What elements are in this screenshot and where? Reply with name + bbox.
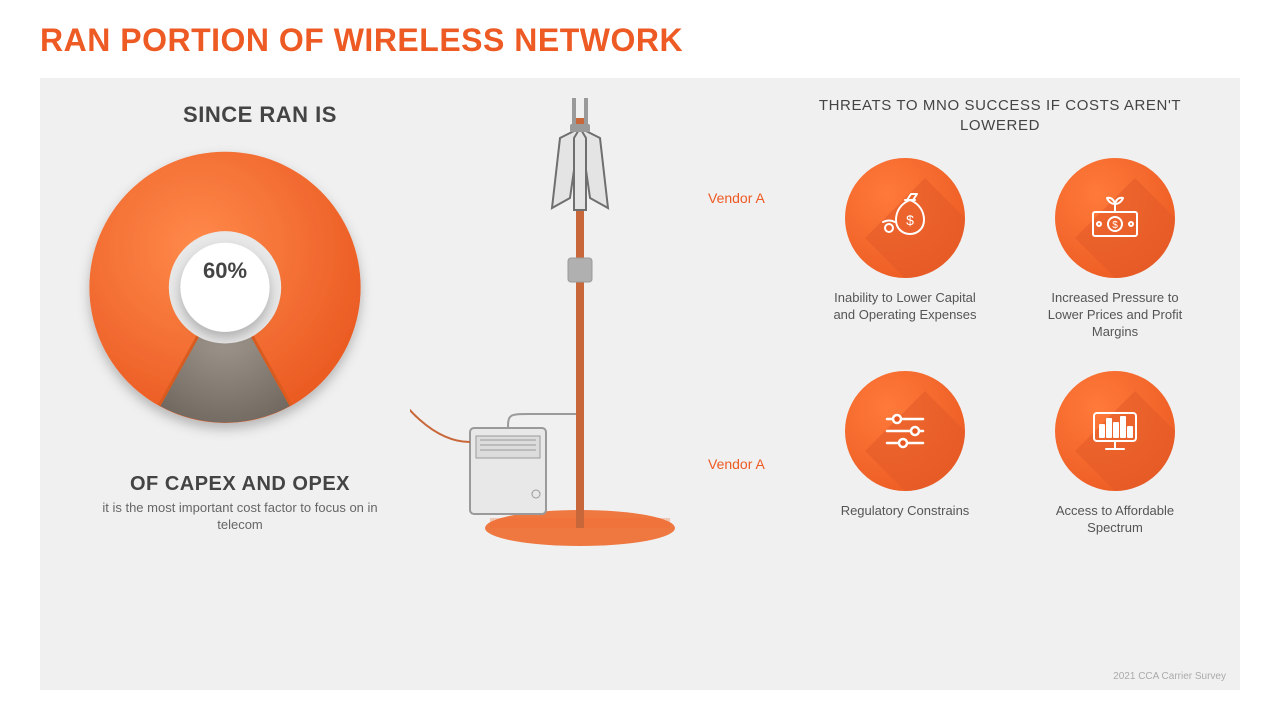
- threat-regulatory-circle: [845, 371, 965, 491]
- donut-chart: [70, 142, 380, 452]
- donut-caption-bold: OF CAPEX AND OPEX: [80, 473, 400, 496]
- threat-spectrum-label: Access to Affordable Spectrum: [1035, 503, 1195, 537]
- threat-price-pressure-label: Increased Pressure to Lower Prices and P…: [1035, 290, 1195, 341]
- threat-capex-opex-circle: $: [845, 158, 965, 278]
- threats-heading: THREATS TO MNO SUCCESS IF COSTS AREN'T L…: [790, 96, 1210, 137]
- svg-text:$: $: [906, 212, 914, 228]
- monitor-bars-icon: [1086, 403, 1144, 459]
- threat-spectrum-circle: [1055, 371, 1175, 491]
- cash-plant-icon: $: [1085, 190, 1145, 246]
- page-title: RAN PORTION OF WIRELESS NETWORK: [40, 22, 683, 59]
- threat-price-pressure: $ Increased Pressure to Lower Prices and…: [1020, 158, 1210, 341]
- threats-grid: $ Inability to Lower Capital and Operati…: [810, 158, 1210, 553]
- content-panel: SINCE RAN IS: [40, 78, 1240, 690]
- donut-heading: SINCE RAN IS: [130, 102, 390, 128]
- vendor-a-bottom-label: Vendor A: [708, 456, 765, 472]
- threat-regulatory: Regulatory Constrains: [810, 371, 1000, 554]
- svg-text:$: $: [1112, 220, 1118, 231]
- vendor-a-top-label: Vendor A: [708, 190, 765, 206]
- donut-caption-sub: it is the most important cost factor to …: [100, 500, 380, 534]
- sliders-icon: [877, 403, 933, 459]
- threat-capex-opex-label: Inability to Lower Capital and Operating…: [825, 290, 985, 324]
- tower-diagram: [410, 98, 690, 568]
- source-footnote: 2021 CCA Carrier Survey: [1113, 671, 1226, 682]
- threat-regulatory-label: Regulatory Constrains: [825, 503, 985, 520]
- threat-spectrum: Access to Affordable Spectrum: [1020, 371, 1210, 554]
- baseband-cabinet-icon: [410, 398, 576, 514]
- money-bag-icon: $: [877, 190, 933, 246]
- threat-capex-opex: $ Inability to Lower Capital and Operati…: [810, 158, 1000, 341]
- threat-price-pressure-circle: $: [1055, 158, 1175, 278]
- donut-percent-label: 60%: [190, 258, 260, 284]
